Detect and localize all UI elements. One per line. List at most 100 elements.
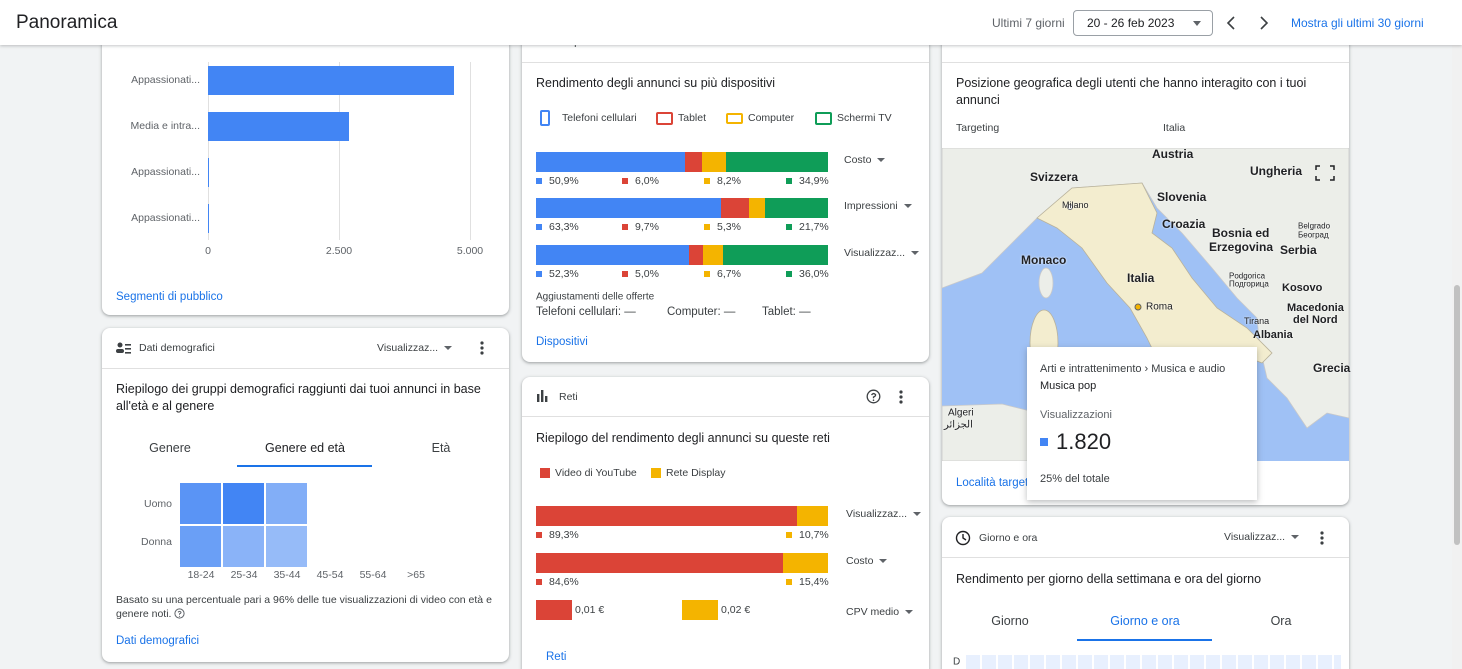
date-range: 20 - 26 feb 2023 (1087, 16, 1175, 30)
tooltip-segment: Musica pop (1040, 380, 1097, 392)
legend-label: Computer (748, 112, 795, 124)
bar (208, 158, 209, 187)
dropdown[interactable]: CPV medio (846, 606, 914, 618)
bar-segment (703, 245, 723, 265)
cpv-swatch (536, 600, 572, 620)
bar-segment (688, 245, 704, 265)
menu-button[interactable] (898, 389, 904, 405)
card-title: Reti (559, 391, 578, 403)
note: Basato su una percentuale pari a 96% del… (116, 593, 501, 621)
card-link[interactable]: Segmenti di pubblico (116, 291, 223, 303)
menu-button[interactable] (479, 340, 485, 356)
row-label: Uomo (143, 498, 172, 510)
legend-swatch (540, 468, 550, 478)
tab[interactable]: Ora (1270, 614, 1292, 628)
label-swatch (622, 178, 628, 184)
next-button[interactable] (1258, 15, 1270, 31)
card-link[interactable]: Località target (956, 477, 1029, 489)
dropdown[interactable]: Costo (846, 555, 888, 567)
legend-label: Telefoni cellulari (562, 112, 637, 124)
card-subtitle: Posizione geografica degli utenti che ha… (956, 76, 1307, 107)
dropdown[interactable]: Visualizzaz... (846, 508, 922, 520)
value-label: 5,0% (635, 268, 659, 280)
bar (208, 66, 455, 95)
tab[interactable]: Età (431, 441, 451, 455)
tab[interactable]: Giorno e ora (1110, 614, 1180, 628)
dropdown-label: Visualizzaz... (377, 342, 439, 354)
map-label: Ungheria (1250, 164, 1303, 178)
map-label: Croazia (1162, 217, 1206, 231)
tab[interactable]: Giorno (991, 614, 1029, 628)
grid-line (470, 62, 471, 240)
label-swatch (786, 224, 792, 230)
heat-cell (222, 525, 265, 568)
map-label: Slovenia (1157, 190, 1207, 204)
card-link[interactable]: Reti (546, 651, 567, 663)
date-picker[interactable]: 20 - 26 feb 2023 (1073, 10, 1213, 36)
bar-segment (702, 152, 727, 172)
cpv-label: 0,02 € (721, 604, 751, 616)
x-tick-label: 2.500 (325, 245, 353, 257)
map-label: Grecia (1313, 361, 1351, 375)
map-label: Roma (1146, 301, 1173, 313)
tab[interactable]: Genere (149, 441, 191, 455)
card-link[interactable]: Dati demografici (116, 635, 200, 647)
bar-segment (764, 198, 828, 218)
bar-segment (726, 152, 828, 172)
value-label: 8,2% (717, 175, 741, 187)
note-text: Basato su una percentuale pari a 96% del… (116, 594, 492, 620)
tab[interactable]: Genere ed età (265, 441, 345, 455)
cpv-label: 0,01 € (575, 604, 605, 616)
help-button[interactable] (866, 389, 881, 404)
x-tick-label: 0 (205, 245, 211, 257)
bar (208, 112, 350, 141)
prev-button[interactable] (1225, 15, 1237, 31)
map-label: del Nord (1293, 314, 1338, 326)
dropdown[interactable]: Impressioni (844, 200, 912, 212)
dropdown[interactable]: Visualizzaz... (1224, 531, 1300, 543)
scrollbar-thumb[interactable] (1454, 285, 1460, 545)
label-swatch (622, 271, 628, 277)
divider (942, 62, 1349, 63)
dropdown[interactable]: Costo (844, 154, 886, 166)
page-title: Panoramica (16, 12, 118, 33)
category-label: Appassionati... (131, 74, 200, 86)
value-label: 50,9% (549, 175, 579, 187)
heat-cell (265, 525, 308, 568)
dropdown[interactable]: Visualizzaz... (377, 342, 453, 354)
label-swatch (536, 178, 542, 184)
tab-indicator (237, 465, 372, 467)
label-swatch (786, 532, 792, 538)
legend-icon (726, 112, 743, 124)
demographics-icon (116, 342, 131, 354)
menu-button[interactable] (1319, 530, 1325, 546)
dropdown-arrow (879, 559, 888, 563)
value-label: 6,0% (635, 175, 659, 187)
divider (522, 416, 929, 417)
bar (208, 204, 209, 233)
card-title: Dati demografici (139, 342, 215, 354)
label-swatch (536, 532, 542, 538)
dropdown-label: Visualizzaz... (1224, 531, 1286, 543)
label-swatch (704, 178, 710, 184)
dropdown-label: CPV medio (846, 606, 900, 618)
value-label: 89,3% (549, 529, 579, 541)
label-swatch (622, 224, 628, 230)
value-label: 36,0% (799, 268, 829, 280)
card-subtitle: Riepilogo dei gruppi demografici raggiun… (116, 382, 481, 413)
legend-icon (815, 111, 832, 125)
card-subtitle: Rendimento per giorno della settimana e … (956, 572, 1262, 586)
tooltip-metric: Visualizzazioni (1040, 409, 1112, 421)
dropdown[interactable]: Visualizzaz... (844, 247, 920, 259)
header-link[interactable]: Mostra gli ultimi 30 giorni (1291, 16, 1424, 30)
card-link[interactable]: Dispositivi (536, 336, 588, 348)
value-label: 63,3% (549, 221, 579, 233)
dropdown-arrow (1291, 535, 1300, 539)
cpv-swatch (682, 600, 718, 620)
tooltip-share: 25% del totale (1040, 473, 1110, 485)
help-icon[interactable] (174, 608, 185, 619)
value-label: 21,7% (799, 221, 829, 233)
map-label: Albania (1253, 329, 1293, 341)
label-swatch (786, 579, 792, 585)
